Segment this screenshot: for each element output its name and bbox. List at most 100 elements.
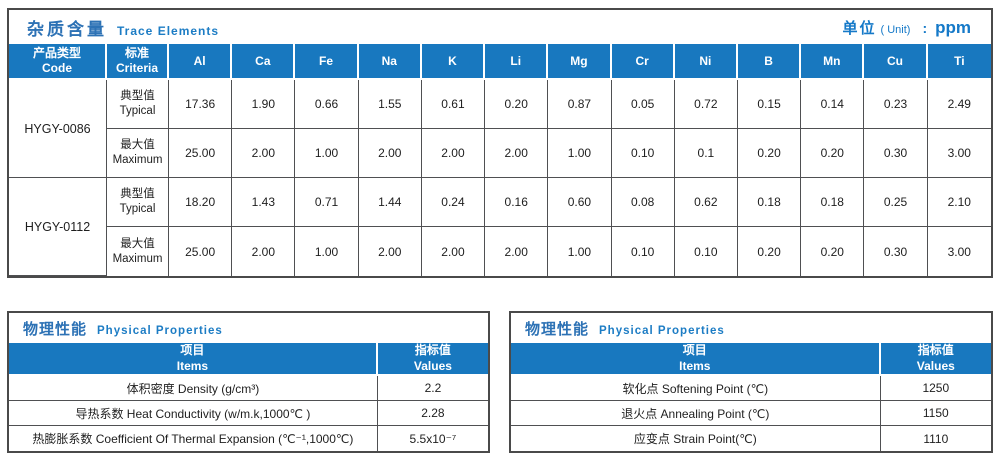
value-cell: 0.66 bbox=[295, 80, 359, 129]
criteria-cell: 最大值 Maximum bbox=[107, 129, 169, 178]
item-cell: 软化点 Softening Point (℃) bbox=[511, 376, 881, 402]
value-cell: 2.00 bbox=[485, 129, 549, 178]
header-items: 项目 Items bbox=[9, 343, 378, 377]
value-cell: 0.18 bbox=[737, 178, 802, 227]
value-cell: 2.00 bbox=[358, 227, 422, 276]
value-cell: 0.62 bbox=[674, 178, 738, 227]
value-cell: 2.00 bbox=[485, 227, 549, 276]
item-cell: 退火点 Annealing Point (℃) bbox=[511, 401, 881, 427]
header-items-en: Items bbox=[176, 358, 209, 373]
value-cell: 1.90 bbox=[232, 80, 296, 129]
table-row: HYGY-0112 典型值 Typical 18.20 1.43 0.71 1.4… bbox=[9, 178, 991, 276]
value-cell: 0.10 bbox=[674, 227, 738, 276]
physical-properties-panel-right: 物理性能 Physical Properties 项目 Items 指标值 Value… bbox=[509, 311, 993, 453]
trace-title-zh: 杂质含量 bbox=[27, 19, 107, 39]
phys-left-title-en: Physical Properties bbox=[97, 324, 223, 337]
header-element: Ni bbox=[674, 44, 738, 80]
value-cell: 1.00 bbox=[295, 227, 359, 276]
value-cell: 1.00 bbox=[295, 129, 359, 178]
value-cell: 0.08 bbox=[611, 178, 675, 227]
header-element: Ti bbox=[927, 44, 991, 80]
criteria-en: Maximum bbox=[112, 154, 163, 166]
value-cell: 0.87 bbox=[548, 80, 612, 129]
value-cell: 1.55 bbox=[358, 80, 422, 129]
physical-properties-table-left: 项目 Items 指标值 Values 体积密度 Density (g/cm³) 2… bbox=[9, 343, 488, 452]
header-criteria-zh: 标准 bbox=[124, 46, 149, 60]
header-code: 产品类型 Code bbox=[9, 44, 107, 80]
header-values: 指标值 Values bbox=[377, 343, 488, 377]
header-items: 项目 Items bbox=[511, 343, 881, 377]
criteria-zh: 典型值 bbox=[120, 188, 155, 201]
value-cell: 2.2 bbox=[377, 376, 488, 402]
value-cell: 0.71 bbox=[295, 178, 359, 227]
value-cell: 3.00 bbox=[927, 129, 991, 178]
value-cell: 0.24 bbox=[421, 178, 486, 227]
value-cell: 0.20 bbox=[801, 227, 865, 276]
value-cell: 1.44 bbox=[358, 178, 422, 227]
value-cell: 2.10 bbox=[927, 178, 991, 227]
value-cell: 0.25 bbox=[864, 178, 928, 227]
value-cell: 1.43 bbox=[232, 178, 296, 227]
item-cell: 导热系数 Heat Conductivity (w/m.k,1000℃ ) bbox=[9, 401, 378, 427]
table-row: 最大值 Maximum 25.00 2.00 1.00 2.00 2.00 2.0… bbox=[9, 227, 991, 276]
phys-right-title: 物理性能 Physical Properties bbox=[525, 318, 725, 339]
header-items-en: Items bbox=[679, 358, 711, 373]
value-cell: 0.16 bbox=[485, 178, 549, 227]
value-cell: 25.00 bbox=[169, 129, 233, 178]
table-row: HYGY-0086 典型值 Typical 17.36 1.90 0.66 1.5… bbox=[9, 80, 991, 178]
unit-value: ppm bbox=[935, 17, 971, 37]
header-element: Fe bbox=[295, 44, 359, 80]
item-cell: 应变点 Strain Point(℃) bbox=[511, 426, 881, 452]
phys-right-title-en: Physical Properties bbox=[599, 324, 725, 337]
value-cell: 3.00 bbox=[927, 227, 991, 276]
product-code-cell: HYGY-0112 bbox=[9, 178, 107, 276]
header-values-en: Values bbox=[916, 358, 955, 373]
physical-properties-table-right: 项目 Items 指标值 Values 软化点 Softening Point (℃… bbox=[511, 343, 991, 452]
header-element: Ca bbox=[232, 44, 296, 80]
criteria-zh: 最大值 bbox=[120, 139, 155, 152]
criteria-zh: 最大值 bbox=[120, 237, 155, 250]
header-code-en: Code bbox=[42, 61, 72, 75]
trace-header-row: 产品类型 Code 标准 Criteria Al Ca Fe Na K Li Mg … bbox=[9, 44, 991, 80]
value-cell: 1.00 bbox=[548, 129, 612, 178]
table-row: 导热系数 Heat Conductivity (w/m.k,1000℃ ) 2.… bbox=[9, 401, 488, 427]
value-cell: 2.00 bbox=[232, 129, 296, 178]
value-cell: 2.00 bbox=[421, 227, 486, 276]
header-values-zh: 指标值 bbox=[917, 343, 954, 357]
table-row: 热膨胀系数 Coefficient Of Thermal Expansion (… bbox=[9, 426, 488, 452]
phys-left-title-band: 物理性能 Physical Properties bbox=[9, 313, 488, 343]
header-element: Mn bbox=[801, 44, 865, 80]
value-cell: 2.00 bbox=[232, 227, 296, 276]
header-items-zh: 项目 bbox=[682, 343, 707, 357]
trace-elements-table: 产品类型 Code 标准 Criteria Al Ca Fe Na K Li Mg … bbox=[9, 44, 991, 276]
trace-title: 杂质含量 Trace Elements bbox=[27, 15, 219, 40]
header-element: K bbox=[421, 44, 486, 80]
criteria-cell: 典型值 Typical bbox=[107, 178, 169, 227]
value-cell: 0.61 bbox=[421, 80, 486, 129]
table-row: 最大值 Maximum 25.00 2.00 1.00 2.00 2.00 2.0… bbox=[9, 129, 991, 178]
value-cell: 0.10 bbox=[611, 129, 675, 178]
phys-left-title-zh: 物理性能 bbox=[23, 320, 88, 338]
phys-left-header-row: 项目 Items 指标值 Values bbox=[9, 343, 488, 377]
value-cell: 0.30 bbox=[864, 129, 928, 178]
value-cell: 1250 bbox=[880, 376, 991, 402]
header-element: B bbox=[737, 44, 802, 80]
header-criteria-en: Criteria bbox=[115, 61, 159, 75]
value-cell: 0.20 bbox=[801, 129, 865, 178]
header-element: Al bbox=[169, 44, 233, 80]
criteria-cell: 最大值 Maximum bbox=[107, 227, 169, 276]
value-cell: 0.10 bbox=[611, 227, 675, 276]
value-cell: 0.20 bbox=[737, 227, 802, 276]
value-cell: 0.15 bbox=[737, 80, 802, 129]
criteria-cell: 典型值 Typical bbox=[107, 80, 169, 129]
value-cell: 0.18 bbox=[801, 178, 865, 227]
value-cell: 0.60 bbox=[548, 178, 612, 227]
trace-title-en: Trace Elements bbox=[117, 23, 220, 38]
item-cell: 热膨胀系数 Coefficient Of Thermal Expansion (… bbox=[9, 426, 378, 452]
value-cell: 25.00 bbox=[169, 227, 233, 276]
value-cell: 2.49 bbox=[927, 80, 991, 129]
value-cell: 0.14 bbox=[801, 80, 865, 129]
unit-label-zh: 单位 bbox=[842, 19, 877, 37]
criteria-en: Typical bbox=[119, 203, 156, 215]
table-row: 应变点 Strain Point(℃) 1110 bbox=[511, 426, 991, 452]
